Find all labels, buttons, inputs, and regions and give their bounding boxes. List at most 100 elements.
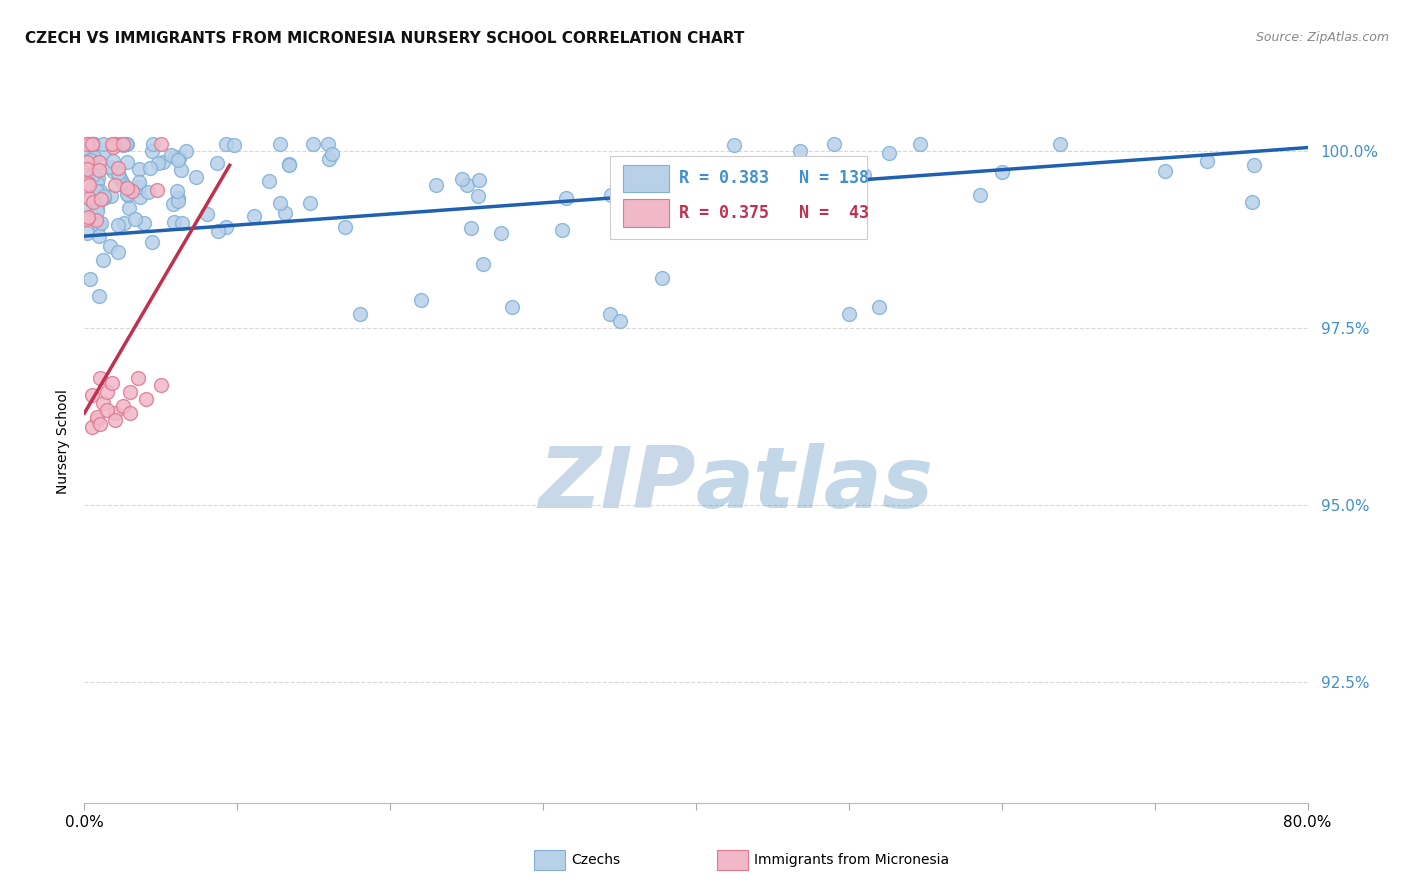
- Point: [93, 190, 115, 204]
- Point: [349, 307, 371, 321]
- Point: [103, 140, 125, 154]
- Point: [969, 188, 991, 202]
- Point: [146, 183, 169, 197]
- Point: [101, 376, 124, 391]
- Point: [128, 175, 150, 189]
- Point: [76, 162, 98, 177]
- Point: [83, 150, 105, 164]
- Point: [869, 300, 891, 314]
- Point: [167, 153, 190, 168]
- Point: [215, 136, 238, 151]
- Point: [184, 170, 207, 185]
- Point: [695, 162, 717, 177]
- Point: [104, 406, 127, 420]
- Point: [170, 215, 193, 229]
- Point: [335, 220, 357, 235]
- Point: [725, 191, 748, 205]
- Point: [76, 162, 98, 177]
- Point: [86, 184, 108, 198]
- Point: [908, 136, 931, 151]
- Point: [149, 377, 172, 392]
- Point: [91, 253, 114, 268]
- Point: [87, 163, 110, 178]
- Point: [104, 136, 127, 151]
- Text: atlas: atlas: [696, 443, 934, 526]
- Point: [141, 144, 163, 158]
- Point: [108, 169, 131, 183]
- Point: [162, 196, 184, 211]
- Point: [100, 189, 122, 203]
- Y-axis label: Nursery School: Nursery School: [56, 389, 70, 494]
- Point: [98, 160, 121, 174]
- Point: [823, 136, 845, 151]
- Point: [79, 146, 101, 161]
- Point: [163, 150, 186, 164]
- Point: [124, 212, 146, 227]
- Point: [117, 181, 139, 195]
- Point: [1195, 154, 1218, 169]
- Point: [121, 184, 143, 198]
- Point: [243, 209, 266, 223]
- Point: [86, 413, 108, 427]
- Point: [112, 138, 135, 153]
- Point: [76, 176, 98, 190]
- Point: [321, 147, 343, 161]
- Point: [316, 136, 339, 151]
- Point: [1154, 164, 1177, 178]
- Point: [207, 224, 229, 238]
- Text: R = 0.375   N =  43: R = 0.375 N = 43: [679, 203, 869, 221]
- Point: [76, 155, 98, 169]
- Text: Source: ZipAtlas.com: Source: ZipAtlas.com: [1256, 31, 1389, 45]
- Point: [79, 192, 101, 206]
- Point: [142, 136, 165, 151]
- Point: [89, 371, 111, 385]
- Point: [82, 136, 104, 151]
- Point: [96, 402, 118, 417]
- Point: [90, 216, 112, 230]
- Point: [80, 420, 103, 434]
- Point: [277, 157, 299, 171]
- Point: [80, 136, 103, 151]
- Point: [838, 307, 860, 321]
- Point: [86, 176, 108, 190]
- Point: [502, 300, 524, 314]
- Point: [128, 161, 150, 176]
- Point: [84, 213, 107, 227]
- Point: [205, 156, 228, 170]
- Point: [738, 216, 761, 230]
- Point: [318, 152, 340, 166]
- Point: [706, 204, 728, 219]
- Point: [274, 205, 297, 219]
- Point: [257, 174, 280, 188]
- Point: [1243, 158, 1265, 172]
- Point: [269, 196, 291, 211]
- Point: [450, 171, 472, 186]
- Point: [76, 226, 98, 240]
- Point: [115, 187, 138, 202]
- Point: [117, 187, 139, 202]
- Point: [136, 185, 159, 199]
- Point: [82, 168, 104, 182]
- Point: [127, 371, 149, 385]
- FancyBboxPatch shape: [623, 165, 669, 193]
- Point: [756, 161, 779, 175]
- Point: [167, 194, 190, 208]
- Point: [621, 200, 644, 214]
- Point: [104, 178, 127, 193]
- Point: [86, 409, 108, 424]
- Point: [76, 210, 98, 224]
- Point: [112, 216, 135, 230]
- Point: [599, 307, 621, 321]
- Point: [79, 153, 101, 167]
- Point: [101, 164, 124, 178]
- Point: [108, 136, 131, 151]
- Point: [101, 154, 124, 169]
- Point: [79, 272, 101, 286]
- Point: [128, 179, 150, 194]
- Point: [107, 161, 129, 175]
- Point: [80, 388, 103, 402]
- Point: [755, 216, 778, 230]
- Point: [146, 156, 169, 170]
- Point: [991, 165, 1014, 179]
- Point: [90, 192, 112, 206]
